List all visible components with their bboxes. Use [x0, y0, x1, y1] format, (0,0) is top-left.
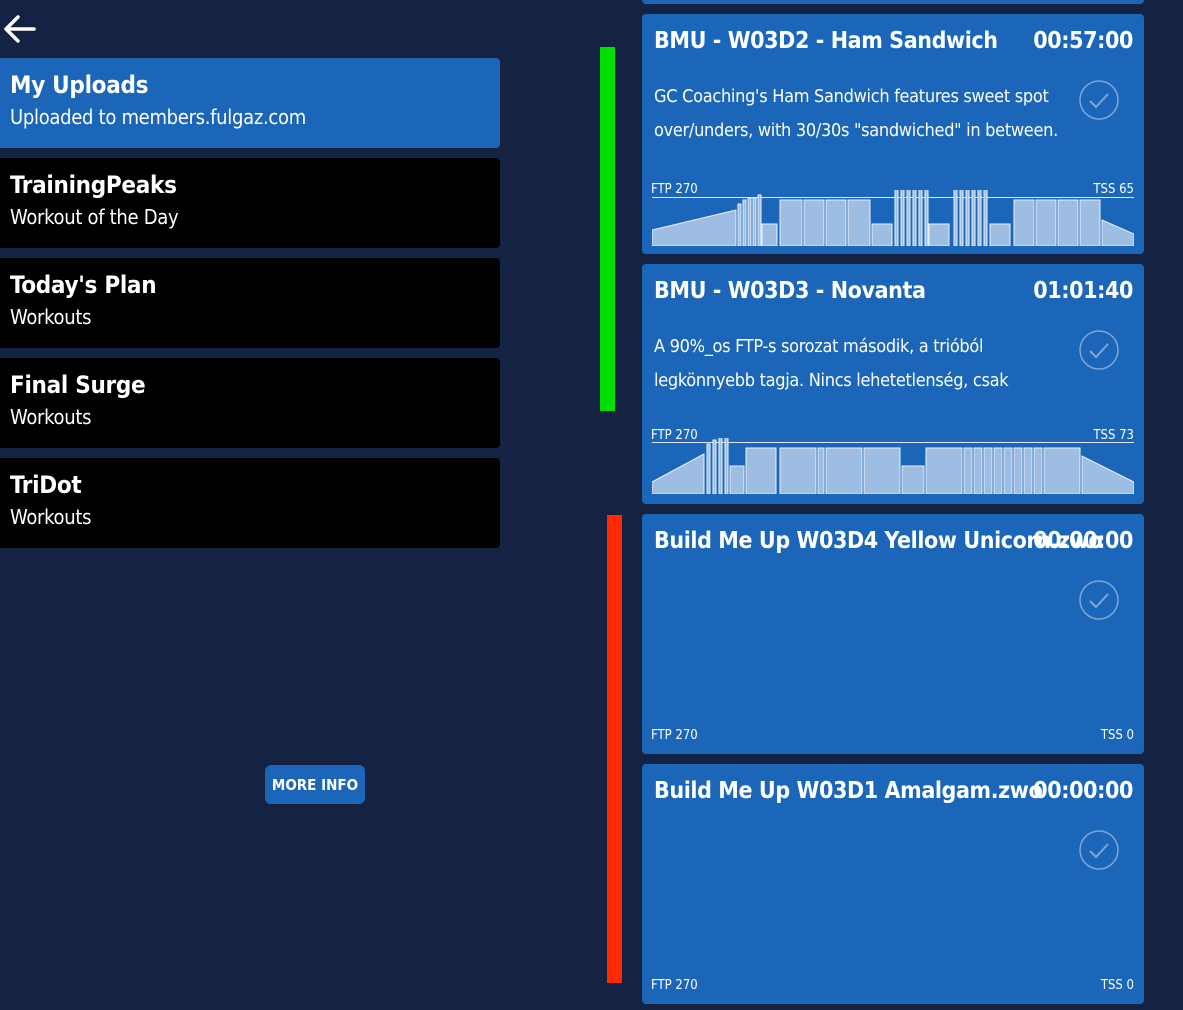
ftp-label: FTP 270 — [651, 182, 698, 197]
checkmark-icon[interactable] — [1079, 580, 1119, 620]
checkmark-icon[interactable] — [1079, 830, 1119, 870]
source-title: My Uploads — [10, 71, 149, 99]
source-title: Today's Plan — [10, 271, 157, 299]
arrow-left-icon — [4, 15, 36, 43]
workout-card[interactable]: BMU - W03D3 - Novanta 01:01:40 A 90%_os … — [642, 264, 1144, 504]
red-status-bar — [607, 515, 622, 983]
workout-card-partial[interactable] — [642, 0, 1144, 4]
workout-description: GC Coaching's Ham Sandwich features swee… — [654, 86, 1058, 141]
ftp-line — [652, 197, 1134, 198]
workout-profile-chart — [652, 438, 1134, 494]
source-todays-plan[interactable]: Today's Plan Workouts — [0, 258, 500, 348]
tss-label: TSS 73 — [1093, 428, 1134, 443]
source-subtitle: Workouts — [10, 505, 92, 529]
source-tridot[interactable]: TriDot Workouts — [0, 458, 500, 548]
source-title: TrainingPeaks — [10, 171, 177, 199]
tss-label: TSS 65 — [1093, 182, 1134, 197]
ftp-line — [652, 442, 1134, 443]
more-info-button[interactable]: MORE INFO — [265, 765, 365, 804]
workout-duration: 01:01:40 — [1033, 278, 1133, 304]
ftp-label: FTP 270 — [651, 978, 698, 993]
green-status-bar — [600, 47, 615, 411]
workout-duration: 00:57:00 — [1033, 28, 1133, 54]
workout-description: A 90%_os FTP-s sorozat második, a trióbó… — [654, 336, 1009, 391]
workout-name: Build Me Up W03D4 Yellow Unicorn.zwo — [654, 528, 1103, 554]
workout-profile-chart — [652, 190, 1134, 246]
source-title: Final Surge — [10, 371, 146, 399]
workout-name: BMU - W03D2 - Ham Sandwich — [654, 28, 998, 54]
source-final-surge[interactable]: Final Surge Workouts — [0, 358, 500, 448]
back-button[interactable] — [2, 12, 38, 46]
source-trainingpeaks[interactable]: TrainingPeaks Workout of the Day — [0, 158, 500, 248]
workout-card[interactable]: Build Me Up W03D4 Yellow Unicorn.zwo 00:… — [642, 514, 1144, 754]
workout-name: Build Me Up W03D1 Amalgam.zwo — [654, 778, 1043, 804]
tss-label: TSS 0 — [1100, 728, 1134, 743]
workout-card[interactable]: BMU - W03D2 - Ham Sandwich 00:57:00 GC C… — [642, 14, 1144, 254]
ftp-label: FTP 270 — [651, 728, 698, 743]
source-subtitle: Workout of the Day — [10, 205, 179, 229]
source-title: TriDot — [10, 471, 82, 499]
workout-duration: 00:00:00 — [1033, 778, 1133, 804]
source-my-uploads[interactable]: My Uploads Uploaded to members.fulgaz.co… — [0, 58, 500, 148]
source-subtitle: Workouts — [10, 405, 92, 429]
checkmark-icon[interactable] — [1079, 80, 1119, 120]
tss-label: TSS 0 — [1100, 978, 1134, 993]
ftp-label: FTP 270 — [651, 428, 698, 443]
checkmark-icon[interactable] — [1079, 330, 1119, 370]
workout-name: BMU - W03D3 - Novanta — [654, 278, 926, 304]
source-subtitle: Uploaded to members.fulgaz.com — [10, 105, 306, 129]
source-subtitle: Workouts — [10, 305, 92, 329]
workout-card[interactable]: Build Me Up W03D1 Amalgam.zwo 00:00:00 F… — [642, 764, 1144, 1004]
workout-duration: 00:00:00 — [1033, 528, 1133, 554]
